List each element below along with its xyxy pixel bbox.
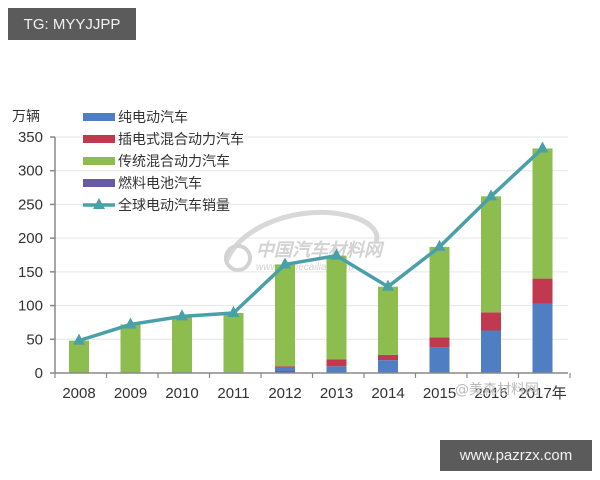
- legend-swatch-icon: [83, 179, 115, 187]
- bar-segment: [429, 246, 450, 338]
- legend-label: 插电式混合动力汽车: [118, 131, 244, 148]
- triangle-marker: [227, 305, 240, 317]
- legend-swatch-icon: [83, 113, 115, 121]
- bar-segment: [532, 148, 553, 279]
- bar-segment: [326, 255, 347, 360]
- bar-segment: [532, 278, 553, 304]
- y-tick-label: 250: [18, 196, 43, 213]
- bar-segment: [532, 303, 553, 373]
- x-tick-label: 2015: [423, 385, 456, 402]
- y-axis-unit-label: 万辆: [12, 109, 40, 125]
- legend-swatch-icon: [83, 157, 115, 165]
- axes: 0 50 100 150 200 250 300 350 2008 2009 2010 2011 201…: [18, 129, 571, 402]
- bar-segment: [275, 367, 295, 371]
- line-series: [73, 141, 549, 345]
- legend-swatch-icon: [83, 135, 115, 143]
- triangle-marker: [124, 317, 137, 329]
- triangle-marker: [330, 248, 343, 260]
- y-tick-label: 100: [18, 298, 43, 315]
- y-tick-label: 150: [18, 264, 43, 281]
- y-tick-label: 0: [35, 365, 43, 382]
- x-tick-label: 2009: [114, 385, 147, 402]
- triangle-marker: [176, 309, 188, 321]
- bar-segment: [172, 316, 192, 373]
- bar-segment: [275, 366, 295, 368]
- bottom-right-watermark: @美森材料网: [455, 382, 539, 398]
- y-tick-label: 200: [18, 230, 43, 247]
- x-tick-label: 2011: [217, 385, 249, 402]
- x-tick-label: 2013: [320, 385, 353, 402]
- x-tick-label: 2017年: [518, 385, 566, 402]
- bar-segment: [378, 360, 398, 373]
- bar-series: [69, 148, 553, 373]
- y-tick-label: 350: [18, 129, 43, 146]
- bar-segment: [223, 312, 244, 373]
- bar-segment: [429, 337, 450, 348]
- y-tick-label: 300: [18, 163, 43, 180]
- bar-segment: [326, 366, 347, 373]
- legend-label: 纯电动汽车: [118, 109, 188, 126]
- triangle-marker: [382, 279, 394, 291]
- watermark-url: www.qichecailiao.com: [256, 262, 354, 273]
- bar-segment: [429, 347, 450, 373]
- bar-segment: [275, 264, 295, 367]
- x-tick-label: 2008: [62, 385, 95, 402]
- x-tick-label: 2014: [371, 385, 404, 402]
- watermark-badge-bottom: www.pazrzx.com: [440, 440, 592, 471]
- bar-segment: [326, 359, 347, 367]
- bar-segment: [378, 286, 398, 355]
- bar-segment: [69, 340, 89, 373]
- legend-label: 传统混合动力汽车: [118, 153, 230, 170]
- watermark-title: 中国汽车材料网: [256, 240, 385, 261]
- triangle-marker: [485, 189, 497, 201]
- x-tick-label: 2016: [474, 385, 507, 402]
- triangle-marker: [279, 257, 291, 269]
- center-watermark: 中国汽车材料网 www.qichecailiao.com: [223, 209, 385, 273]
- bar-segment: [481, 196, 501, 313]
- y-tick-label: 50: [26, 331, 43, 348]
- x-tick-label: 2012: [268, 385, 301, 402]
- triangle-marker: [433, 239, 446, 251]
- legend-label: 燃料电池汽车: [118, 175, 202, 192]
- bar-segment: [120, 324, 141, 373]
- watermark-badge-top: TG: MYYJJPP: [8, 8, 136, 40]
- bar-segment: [275, 370, 295, 373]
- bar-segment: [481, 312, 501, 331]
- legend-label: 全球电动汽车销量: [118, 197, 230, 214]
- bar-segment: [481, 330, 501, 373]
- triangle-marker: [536, 141, 549, 153]
- legend-line-marker-icon: [93, 198, 105, 209]
- bar-segment: [378, 354, 398, 361]
- triangle-marker: [73, 333, 85, 345]
- x-tick-label: 2010: [165, 385, 198, 402]
